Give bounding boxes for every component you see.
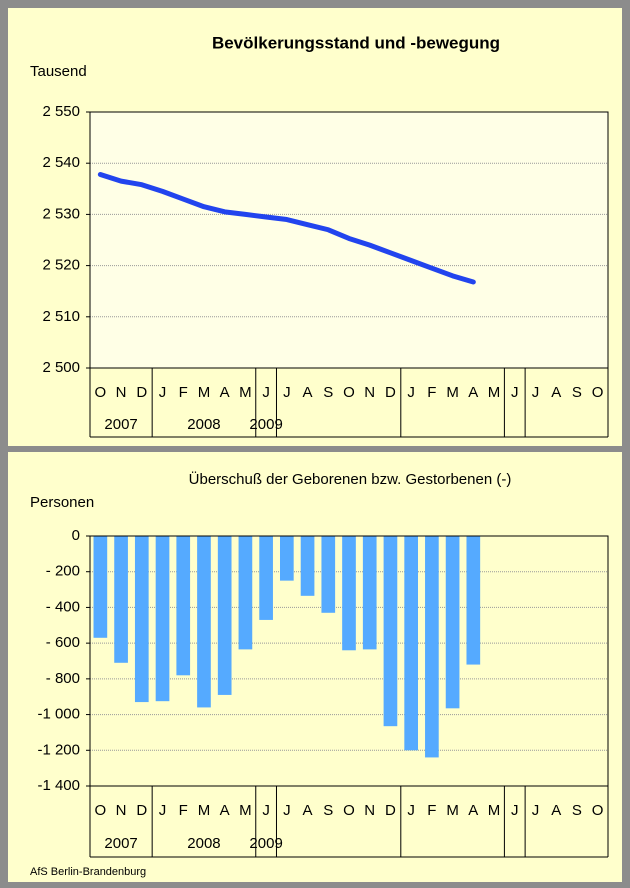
x-tick-label: A bbox=[551, 802, 561, 819]
x-tick-label: J bbox=[532, 802, 540, 819]
bar bbox=[445, 536, 460, 709]
plot-border bbox=[89, 535, 609, 787]
bar bbox=[300, 536, 315, 596]
chart-title: Bevölkerungsstand und -bewegung bbox=[212, 33, 500, 52]
plot-border bbox=[89, 111, 609, 369]
x-tick-label: J bbox=[511, 802, 519, 819]
bar bbox=[404, 536, 418, 751]
x-tick-label: A bbox=[551, 384, 561, 401]
bar bbox=[466, 536, 481, 665]
x-tick-label: F bbox=[179, 384, 188, 401]
x-tick-label: D bbox=[385, 384, 396, 401]
y-tick-label: 2 510 bbox=[42, 308, 80, 325]
x-tick-label: J bbox=[262, 802, 270, 819]
year-label: 2008 bbox=[187, 835, 220, 852]
x-tick-label: J bbox=[407, 384, 415, 401]
y-tick-label: - 200 bbox=[46, 563, 80, 580]
x-tick-label: J bbox=[407, 802, 415, 819]
x-tick-label: D bbox=[136, 384, 147, 401]
x-tick-label: S bbox=[572, 384, 582, 401]
y-tick-label: 2 530 bbox=[42, 205, 80, 222]
y-tick-label: 2 550 bbox=[42, 103, 80, 120]
x-tick-label: J bbox=[262, 384, 270, 401]
x-tick-label: J bbox=[283, 802, 291, 819]
x-tick-label: M bbox=[446, 384, 459, 401]
footer: AfS Berlin-Brandenburg bbox=[30, 866, 146, 878]
bar bbox=[259, 536, 273, 620]
y-axis-label: Tausend bbox=[30, 63, 87, 80]
y-tick-label: - 800 bbox=[46, 670, 80, 687]
x-tick-label: N bbox=[364, 384, 375, 401]
year-label: 2009 bbox=[249, 416, 282, 433]
bar bbox=[342, 536, 356, 651]
x-tick-label: O bbox=[592, 384, 604, 401]
year-label: 2007 bbox=[104, 416, 137, 433]
x-tick-label: J bbox=[159, 802, 167, 819]
y-tick-label: 0 bbox=[72, 527, 80, 544]
x-tick-label: M bbox=[239, 802, 252, 819]
x-tick-label: J bbox=[532, 384, 540, 401]
x-tick-label: O bbox=[343, 802, 355, 819]
y-tick-label: 2 500 bbox=[42, 359, 80, 376]
bar bbox=[114, 536, 128, 663]
x-tick-label: F bbox=[179, 802, 188, 819]
x-tick-label: A bbox=[220, 802, 230, 819]
y-tick-label: -1 400 bbox=[37, 777, 80, 794]
x-tick-label: N bbox=[116, 802, 127, 819]
x-tick-label: F bbox=[427, 802, 436, 819]
y-tick-label: -1 000 bbox=[37, 706, 80, 723]
x-tick-label: D bbox=[385, 802, 396, 819]
x-tick-label: J bbox=[283, 384, 291, 401]
bar bbox=[134, 536, 149, 703]
bar bbox=[383, 536, 398, 727]
bar bbox=[280, 536, 294, 581]
bar bbox=[93, 536, 108, 638]
x-tick-label: A bbox=[303, 384, 313, 401]
bar bbox=[155, 536, 170, 702]
x-tick-label: O bbox=[592, 802, 604, 819]
bar bbox=[238, 536, 253, 650]
chart-title: Überschuß der Geborenen bzw. Gestorbenen… bbox=[189, 470, 512, 488]
x-tick-label: O bbox=[343, 384, 355, 401]
x-tick-label: A bbox=[303, 802, 313, 819]
x-tick-label: D bbox=[136, 802, 147, 819]
y-axis-label: Personen bbox=[30, 494, 94, 511]
year-label: 2007 bbox=[104, 835, 137, 852]
x-tick-label: M bbox=[446, 802, 459, 819]
bar bbox=[197, 536, 211, 708]
x-tick-label: S bbox=[572, 802, 582, 819]
y-tick-label: - 400 bbox=[46, 598, 80, 615]
x-tick-label: A bbox=[468, 384, 478, 401]
bar bbox=[425, 536, 439, 758]
x-tick-label: O bbox=[95, 802, 107, 819]
y-tick-label: - 600 bbox=[46, 634, 80, 651]
x-tick-label: S bbox=[323, 802, 333, 819]
bar bbox=[217, 536, 232, 695]
x-tick-label: F bbox=[427, 384, 436, 401]
x-tick-label: A bbox=[468, 802, 478, 819]
bar bbox=[176, 536, 191, 676]
year-label: 2008 bbox=[187, 416, 220, 433]
x-tick-label: M bbox=[488, 802, 501, 819]
x-tick-label: M bbox=[239, 384, 252, 401]
x-tick-label: O bbox=[95, 384, 107, 401]
x-tick-label: M bbox=[198, 802, 211, 819]
x-tick-label: M bbox=[198, 384, 211, 401]
x-tick-label: N bbox=[364, 802, 375, 819]
x-tick-label: J bbox=[511, 384, 519, 401]
x-tick-label: S bbox=[323, 384, 333, 401]
bar bbox=[362, 536, 377, 650]
x-tick-label: N bbox=[116, 384, 127, 401]
bar bbox=[321, 536, 336, 613]
y-tick-label: -1 200 bbox=[37, 741, 80, 758]
x-tick-label: A bbox=[220, 384, 230, 401]
y-tick-label: 2 520 bbox=[42, 257, 80, 274]
y-tick-label: 2 540 bbox=[42, 154, 80, 171]
x-tick-label: M bbox=[488, 384, 501, 401]
year-label: 2009 bbox=[249, 835, 282, 852]
x-tick-label: J bbox=[159, 384, 167, 401]
line bbox=[97, 171, 476, 285]
